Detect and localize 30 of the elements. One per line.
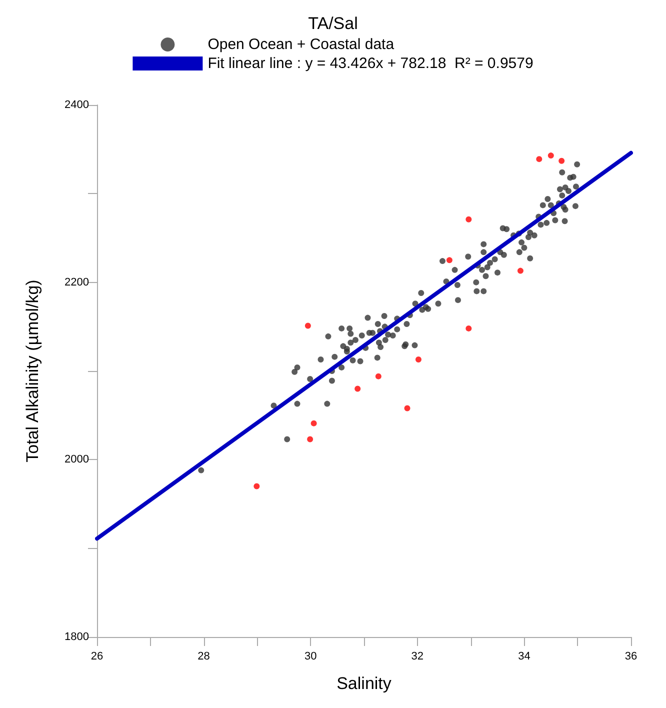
point bbox=[415, 356, 422, 362]
legend-label: Open Ocean + Coastal data bbox=[208, 36, 395, 53]
point bbox=[466, 325, 472, 332]
point bbox=[310, 420, 317, 426]
x-tick-label: 36 bbox=[624, 650, 638, 662]
point bbox=[517, 268, 524, 274]
x-tick-label: 30 bbox=[304, 650, 317, 662]
point bbox=[254, 483, 260, 490]
y-axis-title: Total Alkalinity (µmol/kg) bbox=[23, 280, 42, 462]
x-axis-title: Salinity bbox=[336, 674, 392, 693]
y-tick-label: 1800 bbox=[64, 631, 89, 643]
point bbox=[536, 156, 542, 162]
point bbox=[354, 386, 361, 392]
chart-title: TA/Sal bbox=[308, 14, 358, 33]
x-tick-label: 26 bbox=[90, 650, 104, 662]
point bbox=[558, 158, 565, 164]
legend-label: Fit linear line : y = 43.426x + 782.18 R² = 0.9579 bbox=[208, 55, 534, 72]
y-tick-label: 2200 bbox=[64, 276, 89, 288]
x-tick-label: 28 bbox=[198, 650, 210, 662]
point bbox=[446, 257, 452, 264]
x-tick-label: 34 bbox=[518, 650, 530, 662]
y-tick-label: 2400 bbox=[64, 99, 89, 111]
y-tick-label: 2000 bbox=[64, 454, 89, 466]
point bbox=[548, 152, 554, 159]
point bbox=[304, 322, 311, 329]
x-tick-label: 32 bbox=[411, 650, 424, 662]
point bbox=[375, 373, 382, 380]
point bbox=[404, 405, 410, 412]
point bbox=[466, 216, 472, 222]
point bbox=[307, 436, 314, 442]
